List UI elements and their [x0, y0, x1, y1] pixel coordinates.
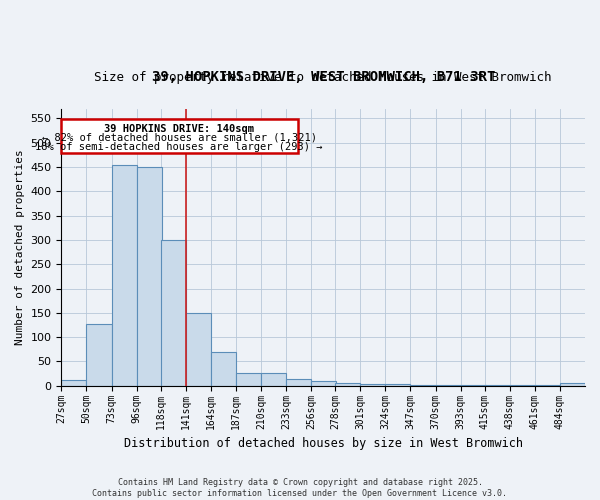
Bar	[510, 385, 535, 386]
Bar	[485, 385, 510, 386]
Bar	[137, 167, 162, 386]
Bar	[360, 384, 385, 386]
Bar	[311, 382, 336, 386]
Bar	[161, 240, 186, 386]
Bar	[236, 372, 261, 386]
Bar	[261, 372, 286, 386]
Text: 39, HOPKINS DRIVE, WEST BROMWICH, B71 3RT: 39, HOPKINS DRIVE, WEST BROMWICH, B71 3R…	[152, 70, 495, 84]
Bar	[86, 324, 112, 386]
Bar	[560, 383, 585, 386]
Text: ← 82% of detached houses are smaller (1,321): ← 82% of detached houses are smaller (1,…	[42, 133, 317, 143]
X-axis label: Distribution of detached houses by size in West Bromwich: Distribution of detached houses by size …	[124, 437, 523, 450]
Bar	[436, 385, 461, 386]
Title: Size of property relative to detached houses in West Bromwich: Size of property relative to detached ho…	[94, 71, 552, 84]
Bar	[61, 380, 86, 386]
Text: 39 HOPKINS DRIVE: 140sqm: 39 HOPKINS DRIVE: 140sqm	[104, 124, 254, 134]
Bar	[385, 384, 410, 386]
Bar	[211, 352, 236, 386]
Bar	[112, 164, 137, 386]
Bar	[286, 380, 311, 386]
FancyBboxPatch shape	[61, 119, 298, 153]
Text: 18% of semi-detached houses are larger (293) →: 18% of semi-detached houses are larger (…	[35, 142, 323, 152]
Text: Contains HM Land Registry data © Crown copyright and database right 2025.
Contai: Contains HM Land Registry data © Crown c…	[92, 478, 508, 498]
Bar	[186, 313, 211, 386]
Bar	[335, 383, 360, 386]
Bar	[461, 385, 486, 386]
Y-axis label: Number of detached properties: Number of detached properties	[15, 150, 25, 345]
Bar	[410, 385, 436, 386]
